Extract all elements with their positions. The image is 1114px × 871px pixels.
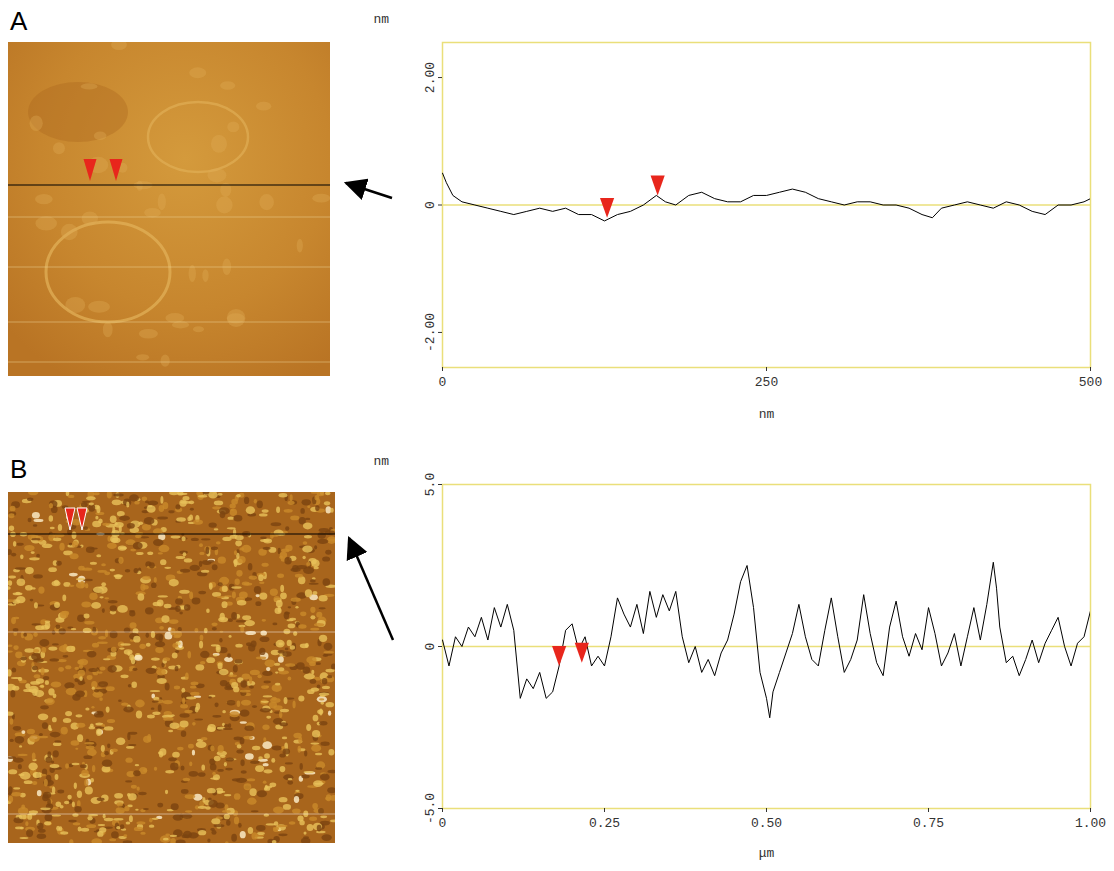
svg-text:5.0: 5.0 (423, 473, 438, 496)
svg-text:0: 0 (423, 201, 438, 209)
svg-text:0: 0 (439, 375, 447, 390)
svg-text:nm: nm (759, 407, 775, 422)
svg-text:1.00: 1.00 (1075, 816, 1106, 831)
svg-text:A: A (10, 6, 28, 36)
svg-text:B: B (10, 454, 27, 484)
svg-text:-5.0: -5.0 (423, 793, 438, 824)
svg-text:0: 0 (439, 816, 447, 831)
svg-text:250: 250 (755, 375, 778, 390)
svg-text:nm: nm (374, 12, 390, 27)
svg-text:0.75: 0.75 (913, 816, 944, 831)
svg-text:500: 500 (1079, 375, 1102, 390)
svg-text:0: 0 (423, 643, 438, 651)
svg-text:nm: nm (374, 454, 390, 469)
svg-text:μm: μm (759, 846, 775, 861)
svg-text:-2.00: -2.00 (423, 313, 438, 352)
svg-text:0.25: 0.25 (589, 816, 620, 831)
svg-text:0.50: 0.50 (751, 816, 782, 831)
svg-text:2.00: 2.00 (423, 62, 438, 93)
